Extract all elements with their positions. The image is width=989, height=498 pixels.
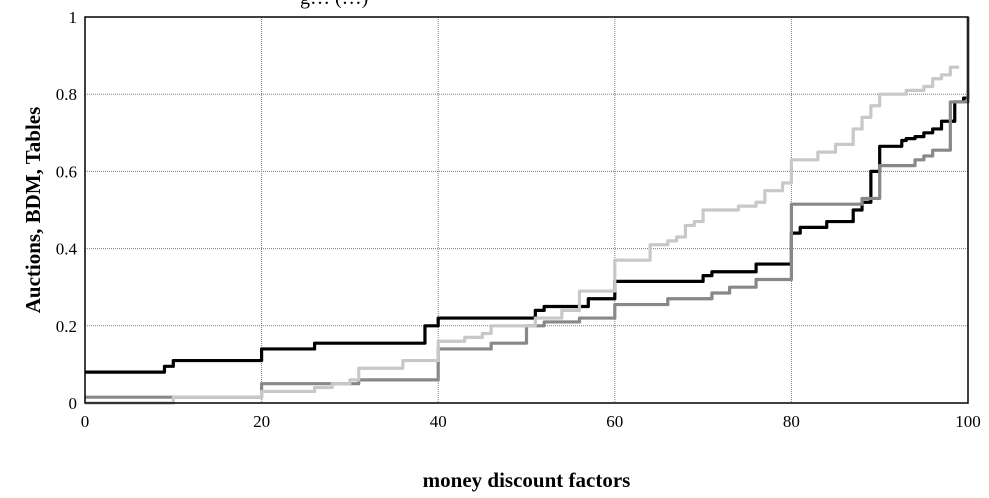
y-tick-label: 0.4 <box>56 240 78 259</box>
partial-top-title: g… (…) <box>300 0 368 9</box>
x-tick-label: 80 <box>783 412 800 431</box>
x-axis-title: money discount factors <box>423 468 631 492</box>
x-tick-label: 100 <box>955 412 981 431</box>
tick-labels: 0 20 40 60 80 100 0 0.2 0.4 0.6 0.8 1 <box>56 8 981 431</box>
plot-border <box>84 16 969 404</box>
y-axis-title: Auctions, BDM, Tables <box>21 107 45 314</box>
y-tick-label: 0 <box>69 394 78 413</box>
y-tick-label: 0.2 <box>56 317 77 336</box>
series-line-1 <box>85 90 970 374</box>
y-tick-label: 1 <box>69 8 78 27</box>
x-tick-label: 40 <box>430 412 447 431</box>
y-tick-label: 0.8 <box>56 85 77 104</box>
x-tick-label: 60 <box>606 412 623 431</box>
series-lines <box>85 17 970 405</box>
x-tick-label: 20 <box>253 412 270 431</box>
series-line-2 <box>85 17 970 399</box>
x-tick-label: 0 <box>81 412 90 431</box>
y-tick-label: 0.6 <box>56 162 77 181</box>
series-line-3 <box>85 65 960 405</box>
grid-lines <box>84 16 969 404</box>
